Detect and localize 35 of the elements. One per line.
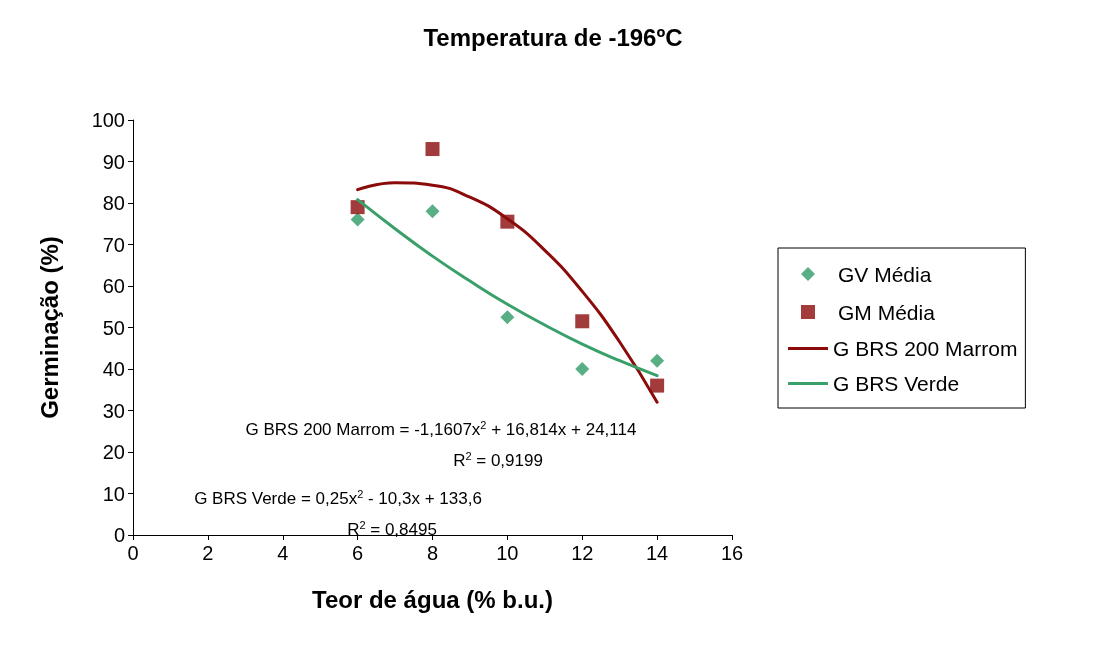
point <box>575 362 590 376</box>
y-tick-label: 70 <box>102 233 125 256</box>
legend-label: GM Média <box>838 300 936 324</box>
y-tick-label: 10 <box>102 482 125 505</box>
x-tick-label: 16 <box>720 542 744 564</box>
x-tick-label: 12 <box>571 542 594 564</box>
x-tick-label: 0 <box>127 542 139 564</box>
point <box>350 212 365 227</box>
point <box>575 314 590 329</box>
legend-label: GV Média <box>838 262 932 286</box>
x-tick-label: 14 <box>646 542 669 564</box>
x-tick-label: 4 <box>277 542 289 564</box>
y-tick-label: 80 <box>102 192 125 214</box>
point <box>425 142 440 157</box>
y-axis-title: Germinação (%) <box>35 236 63 419</box>
y-tick-label: 0 <box>113 524 125 546</box>
y-tick-label: 100 <box>91 109 125 131</box>
chart-title: Temperatura de -196ºC <box>423 23 683 51</box>
x-axis-title: Teor de água (% b.u.) <box>312 585 553 613</box>
y-tick-label: 20 <box>102 441 125 463</box>
y-tick-label: 60 <box>102 275 125 297</box>
x-tick-label: 10 <box>496 542 519 564</box>
y-tick-label: 40 <box>102 358 125 380</box>
legend-label: G BRS Verde <box>833 372 960 395</box>
point <box>500 310 515 325</box>
y-tick-label: 50 <box>102 316 125 339</box>
x-tick-label: 6 <box>352 542 364 564</box>
point <box>425 204 440 219</box>
point <box>650 353 665 368</box>
y-tick-label: 90 <box>102 150 125 173</box>
legend-label: G BRS 200 Marrom <box>833 337 1018 360</box>
point <box>650 378 665 393</box>
x-tick-label: 8 <box>426 542 439 564</box>
x-tick-label: 2 <box>202 542 214 564</box>
y-tick-label: 30 <box>102 399 125 422</box>
